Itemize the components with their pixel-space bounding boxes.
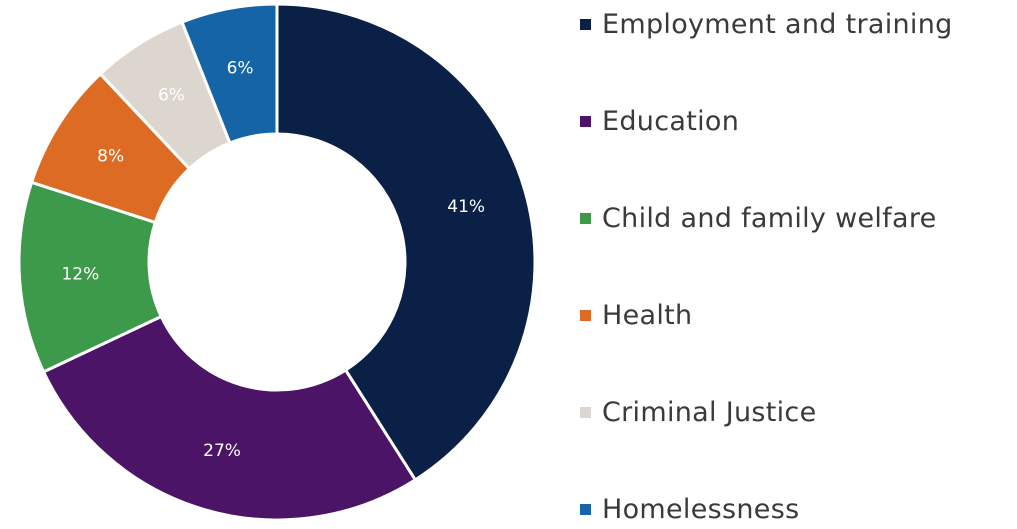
donut-slices: [17, 2, 537, 522]
data-label-employment-and-training: 41%: [447, 197, 485, 217]
legend-item-criminal-justice: Criminal Justice: [580, 394, 817, 430]
legend-swatch: [580, 503, 591, 515]
donut-chart: 41% 27% 12% 8% 6% 6%: [17, 2, 537, 522]
data-label-child-and-family-welfare: 12%: [61, 264, 99, 284]
data-label-health: 8%: [97, 146, 124, 166]
legend-label: Child and family welfare: [602, 202, 937, 234]
legend-item-health: Health: [580, 297, 692, 333]
data-label-education: 27%: [203, 441, 241, 461]
legend-label: Criminal Justice: [602, 396, 817, 428]
donut-chart-svg: 41% 27% 12% 8% 6% 6%: [17, 2, 537, 522]
legend-swatch: [580, 115, 591, 127]
legend-item-child-and-family-welfare: Child and family welfare: [580, 200, 937, 236]
legend-label: Homelessness: [602, 493, 800, 525]
legend-item-homelessness: Homelessness: [580, 491, 799, 527]
donut-data-labels: 41% 27% 12% 8% 6% 6%: [61, 58, 485, 461]
legend-label: Education: [602, 105, 740, 137]
legend-swatch: [580, 212, 591, 224]
slice-employment-and-training: [275, 2, 537, 482]
chart-legend: Employment and training Education Child an…: [580, 0, 1017, 529]
legend-swatch: [580, 309, 591, 321]
slice-education: [41, 314, 418, 522]
legend-item-education: Education: [580, 103, 739, 139]
data-label-criminal-justice: 6%: [158, 86, 185, 106]
slice-homelessness: [180, 2, 279, 145]
legend-item-employment-and-training: Employment and training: [580, 6, 953, 42]
legend-swatch: [580, 406, 591, 418]
data-label-homelessness: 6%: [227, 58, 254, 78]
legend-label: Employment and training: [602, 8, 953, 40]
legend-swatch: [580, 18, 591, 30]
legend-label: Health: [602, 299, 693, 331]
